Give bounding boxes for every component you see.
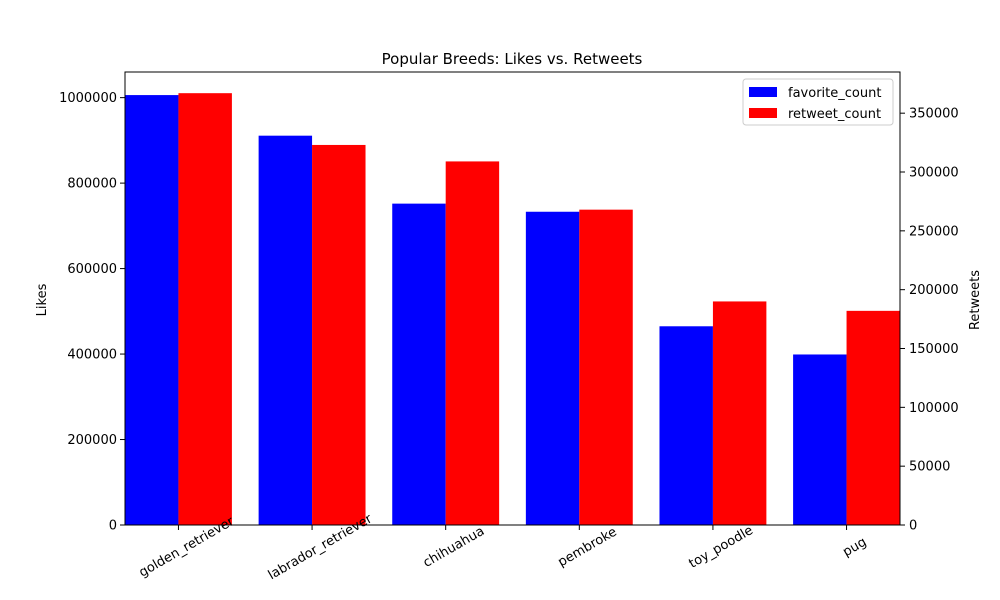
bar-retweet-count-golden-retriever (178, 93, 232, 526)
plot-frame (124, 71, 901, 526)
chart-title: Popular Breeds: Likes vs. Retweets (382, 50, 643, 68)
left-axis-tick-label: 800000 (67, 177, 117, 192)
left-axis-tick-label: 400000 (67, 348, 117, 363)
bar-favorite-count-toy-poodle (659, 326, 713, 525)
bar-retweet-count-labrador-retriever (312, 144, 366, 525)
x-axis-tick-label: pug (840, 535, 869, 560)
left-axis-tick-label: 200000 (67, 433, 117, 448)
bar-favorite-count-chihuahua (392, 203, 446, 525)
right-axis-tick-label: 150000 (909, 342, 959, 357)
right-axis-title: Retweets (968, 270, 983, 330)
right-axis-tick-label: 300000 (909, 166, 959, 181)
right-axis-tick-label: 0 (909, 519, 917, 534)
bar-favorite-count-pembroke (525, 211, 580, 525)
x-axis-tick-label: toy_poodle (687, 523, 756, 572)
legend-swatch-favorite-count (749, 87, 777, 97)
x-axis-tick-label: chihuahua (421, 524, 487, 571)
legend-box (742, 78, 894, 126)
right-axis-tick-label: 200000 (909, 283, 959, 298)
right-axis-tick-label: 50000 (909, 460, 950, 475)
right-axis-tick-label: 100000 (909, 401, 959, 416)
legend: favorite_count retweet_count (742, 78, 894, 126)
right-axis-tick-label: 350000 (909, 107, 959, 122)
legend-label-retweet-count: retweet_count (788, 107, 881, 122)
left-axis-title: Likes (35, 283, 50, 316)
bar-retweet-count-pug (846, 310, 900, 525)
bar-retweet-count-chihuahua (445, 161, 500, 526)
left-axis-tick-label: 1000000 (59, 91, 117, 106)
legend-label-favorite-count: favorite_count (788, 86, 881, 101)
bars-layer (125, 93, 900, 526)
x-axis-tick-label: pembroke (556, 525, 620, 571)
bar-favorite-count-labrador-retriever (258, 135, 313, 525)
right-axis-tick-label: 250000 (909, 224, 959, 239)
bar-favorite-count-golden-retriever (125, 95, 179, 525)
bar-favorite-count-pug (793, 354, 847, 525)
left-axis-tick-label: 600000 (67, 262, 117, 277)
legend-swatch-retweet-count (749, 108, 777, 118)
left-axis-tick-label: 0 (109, 519, 117, 534)
bar-retweet-count-toy-poodle (712, 301, 767, 525)
bar-retweet-count-pembroke (579, 209, 633, 525)
